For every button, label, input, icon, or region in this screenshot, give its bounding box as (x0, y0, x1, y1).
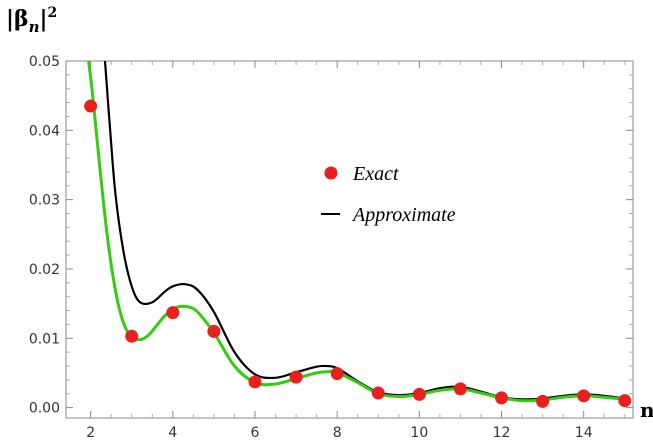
y-axis-title-sub: n (29, 18, 40, 36)
x-tick-label: 6 (251, 425, 260, 441)
curves (87, 61, 625, 403)
y-tick-label: 0.03 (29, 193, 60, 209)
y-tick-label: 0.05 (29, 54, 60, 70)
tick-marks (66, 60, 633, 418)
y-tick-label: 0.02 (29, 262, 60, 278)
legend-label-exact: Exact (352, 163, 399, 185)
green-curve (87, 61, 625, 403)
exact-points (84, 99, 632, 408)
x-axis-title: n (640, 398, 653, 422)
x-tick-label: 10 (410, 425, 428, 441)
exact-point (166, 306, 180, 320)
y-tick-label: 0.00 (29, 401, 60, 417)
exact-point (125, 329, 139, 343)
exact-point (495, 391, 509, 405)
legend-marker-exact (324, 166, 338, 180)
y-tick-label: 0.01 (29, 331, 60, 347)
exact-point (207, 324, 221, 338)
exact-point (289, 370, 303, 384)
y-axis-title-sup: 2 (48, 5, 58, 21)
exact-point (412, 387, 426, 401)
exact-point (371, 386, 385, 400)
y-tick-labels: 0.00 0.01 0.02 0.03 0.04 0.05 (29, 54, 60, 417)
exact-point (577, 389, 591, 403)
exact-point (536, 394, 550, 408)
exact-point (84, 99, 98, 113)
y-axis-title-close: | (40, 6, 48, 32)
legend: Exact Approximate (321, 163, 456, 226)
exact-point (330, 367, 344, 381)
exact-point (248, 375, 262, 389)
x-tick-labels: 2 4 6 8 10 12 14 (86, 425, 592, 441)
x-tick-label: 12 (493, 425, 511, 441)
y-axis-title-base: |β (6, 6, 29, 32)
exact-point (618, 394, 632, 408)
x-tick-label: 4 (168, 425, 177, 441)
exact-point (453, 382, 467, 396)
plot-frame (65, 60, 634, 419)
y-tick-label: 0.04 (29, 123, 60, 139)
y-axis-title: |βn|2 (6, 5, 57, 36)
x-tick-label: 8 (333, 425, 342, 441)
legend-label-approximate: Approximate (351, 204, 456, 226)
x-tick-label: 2 (86, 425, 95, 441)
approximate-curve (103, 61, 625, 401)
x-tick-label: 14 (575, 425, 593, 441)
